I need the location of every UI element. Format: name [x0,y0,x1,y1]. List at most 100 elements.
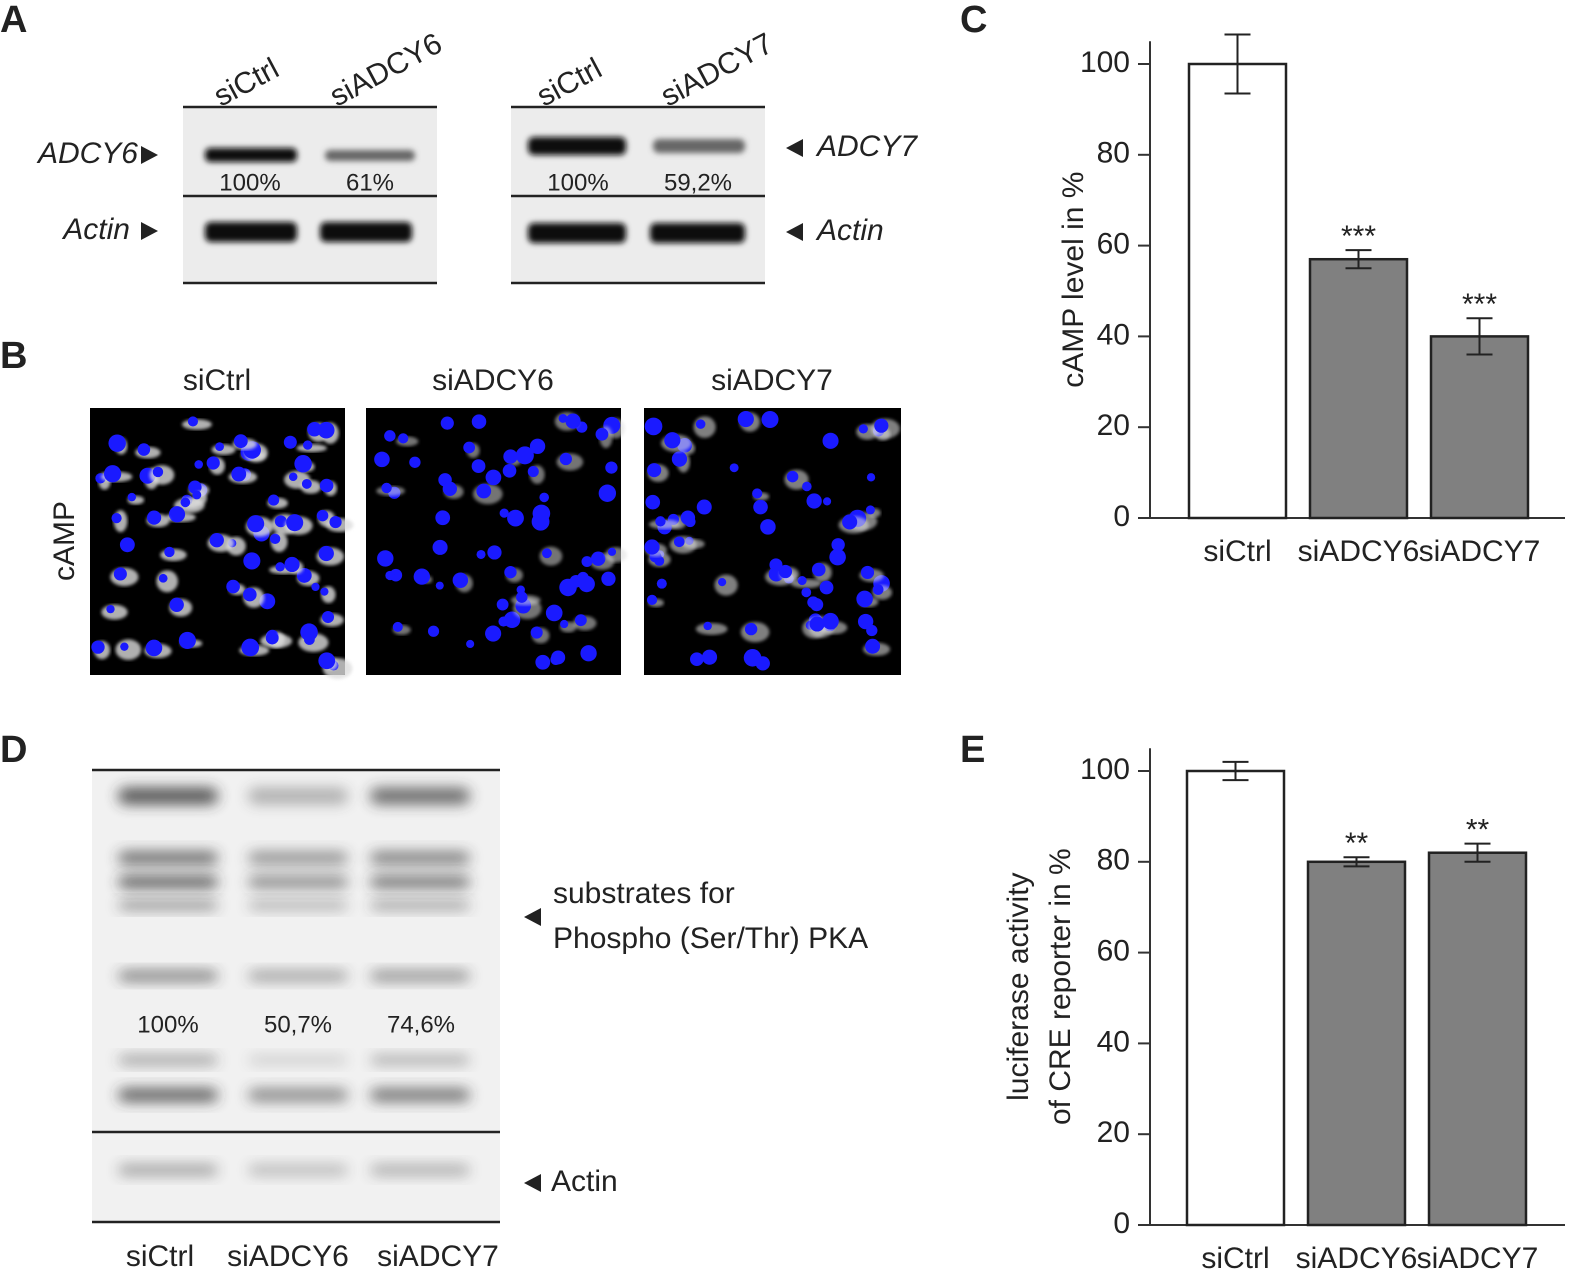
nucleus [760,519,776,535]
nucleus [381,482,392,494]
y-tick-label: 0 [1113,1207,1130,1240]
nucleus [786,470,799,483]
significance: ** [1345,827,1369,860]
nucleus [108,434,126,452]
nucleus [318,545,334,562]
nucleus [385,570,395,581]
y-tick-label: 100 [1080,46,1130,79]
y-tick-label: 80 [1097,844,1130,877]
y-tick-label: 80 [1097,137,1130,170]
band [205,148,297,162]
nucleus [485,625,502,642]
nucleus [91,640,105,654]
nucleus [695,419,706,429]
nucleus [300,623,318,641]
panel-letter: E [960,729,985,771]
nucleus [496,598,509,611]
error-bar [1345,249,1372,270]
blot-band [248,1089,348,1101]
y-axis-label: luciferase activity [1002,872,1035,1100]
x-tick-label: siADCY7 [1419,535,1541,568]
y-tick-label: 100 [1080,753,1130,786]
nucleus [241,638,260,657]
lane-label: siADCY7 [656,27,779,113]
significance: *** [1341,220,1376,253]
condition-label: siCtrl [183,364,251,397]
nucleus [442,481,458,496]
blot-band [118,1165,218,1175]
nucleus [435,510,451,526]
y-tick-label: 0 [1113,500,1130,533]
nucleus [605,461,618,474]
nucleus [111,513,122,524]
nucleus [507,509,524,527]
lane-label: siCtrl [532,52,608,113]
nucleus [476,483,492,499]
band [205,222,297,242]
nucleus [209,533,224,548]
nucleus [247,515,265,533]
blot-band [248,788,348,804]
percentage: 74,6% [387,1011,455,1038]
nucleus [541,548,552,559]
nucleus [164,546,175,558]
nucleus [301,478,312,489]
nucleus [797,575,807,586]
arrow [786,139,803,157]
nucleus [607,547,617,556]
lane-label: siADCY6 [227,1240,349,1273]
nucleus [755,656,770,671]
blot-band [118,876,218,888]
nucleus [303,440,313,450]
nucleus [504,566,517,579]
panel-letter: B [0,335,27,377]
row-label: ADCY6 [36,137,138,170]
blot-band [248,971,348,981]
blot-band [370,876,470,888]
nucleus [269,533,281,545]
nucleus [409,456,421,468]
nucleus [696,499,712,515]
nucleus [471,414,487,429]
nucleus [119,537,135,553]
nucleus [231,466,247,482]
nucleus [809,616,825,632]
nucleus [384,430,396,442]
nucleus [127,492,137,502]
nucleus [329,515,342,529]
nucleus [432,539,448,555]
lane-label: siCtrl [126,1240,194,1273]
nucleus [194,460,203,469]
nucleus [398,433,409,444]
nucleus [801,587,812,598]
panel-letter: D [0,729,27,771]
band [650,223,745,243]
nucleus [502,463,517,478]
error-bar [1224,33,1251,95]
nucleus [307,421,322,437]
y-tick-label: 20 [1097,409,1130,442]
nucleus [283,435,297,449]
nucleus [823,497,832,506]
nucleus [656,578,667,589]
cell-stain [156,570,178,593]
nucleus [644,539,660,555]
nucleus [654,555,665,566]
significance: *** [1462,288,1497,321]
nucleus [503,449,518,464]
blot-band [248,901,348,909]
y-tick-label: 40 [1097,1025,1130,1058]
gel-right: siCtrl siADCY7 100% 59,2% ADCY7 Actin [511,27,918,285]
nucleus [673,536,685,548]
nucleus [265,631,279,645]
condition-label: siADCY6 [432,364,554,397]
arrow [786,223,803,241]
y-axis-label: cAMP level in % [1057,172,1090,388]
nucleus [860,565,875,580]
error-bar [1464,842,1491,863]
nucleus [595,427,609,441]
nucleus [275,562,285,572]
nucleus [550,654,562,665]
nucleus [152,466,164,478]
